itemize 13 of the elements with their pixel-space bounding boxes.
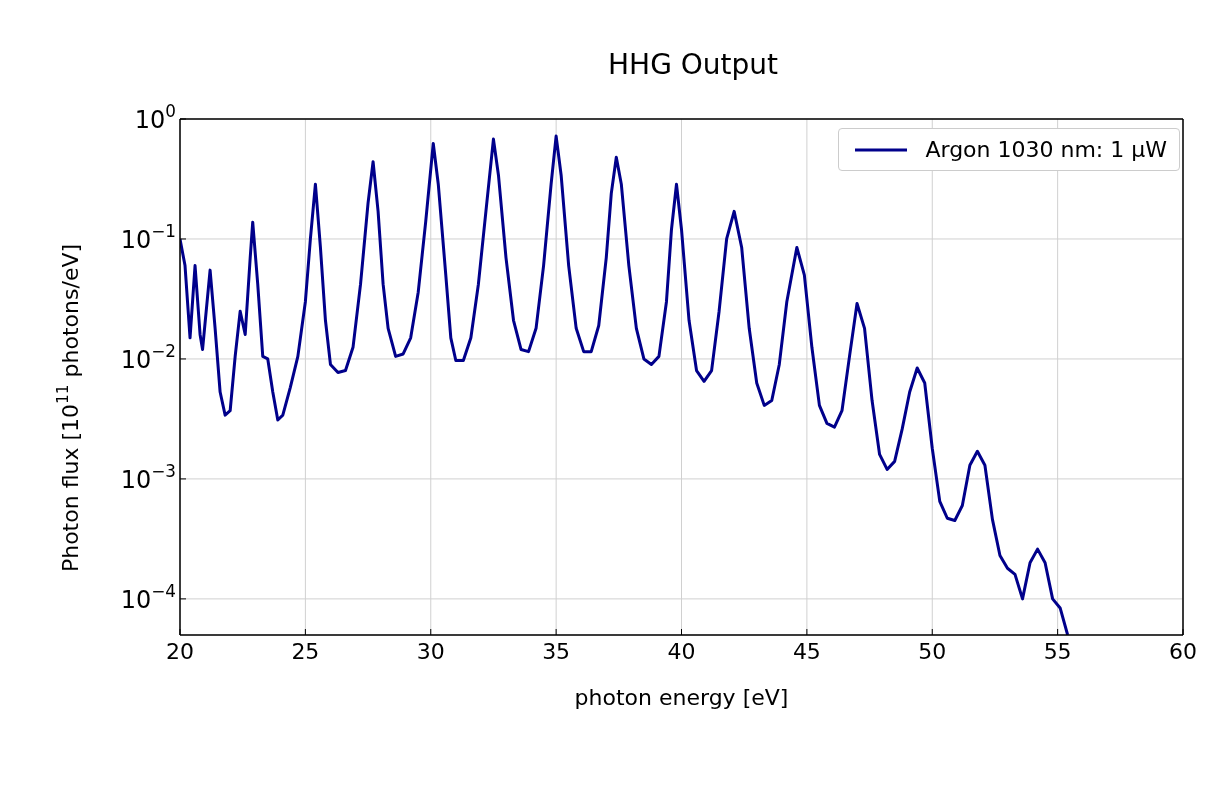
x-tick-label: 30 bbox=[416, 638, 445, 664]
chart-title: HHG Output bbox=[607, 48, 779, 81]
x-tick-label: 20 bbox=[166, 638, 194, 664]
y-axis-title: Photon flux [1011 photons/eV] bbox=[54, 243, 83, 573]
legend-label: Argon 1030 nm: 1 μW bbox=[925, 137, 1167, 162]
x-axis-title: photon energy [eV] bbox=[574, 685, 789, 710]
x-tick-label: 25 bbox=[291, 638, 320, 664]
x-tick-label: 50 bbox=[918, 638, 947, 664]
x-tick-label: 40 bbox=[667, 638, 696, 664]
x-tick-label: 55 bbox=[1043, 638, 1072, 664]
x-tick-label: 45 bbox=[792, 638, 821, 664]
x-tick-label: 60 bbox=[1169, 638, 1197, 664]
x-tick-label: 35 bbox=[542, 638, 571, 664]
